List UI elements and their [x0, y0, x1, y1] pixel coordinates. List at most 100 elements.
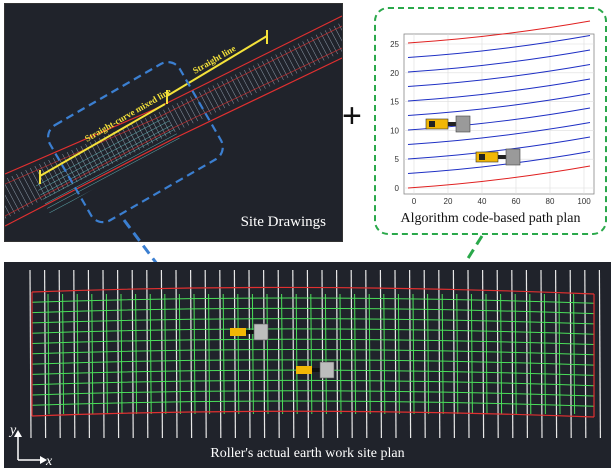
green-grid-line [76, 293, 79, 415]
white-guide-line [29, 269, 32, 439]
white-guide-line [306, 269, 309, 439]
plus-sign: + [342, 97, 362, 135]
green-grid-line [164, 293, 167, 415]
white-guide-line [496, 269, 499, 439]
green-grid-line [31, 318, 595, 325]
plot-frame [403, 33, 595, 195]
x-tick-label: 100 [577, 197, 591, 206]
green-grid-line [500, 293, 503, 415]
roller-icon [475, 148, 521, 166]
white-guide-line [263, 269, 266, 439]
white-guide-line [146, 269, 149, 439]
green-grid-line [441, 293, 444, 415]
green-grid-line [368, 293, 371, 415]
green-grid-line [31, 400, 595, 407]
y-tick-label: 15 [390, 98, 399, 107]
white-guide-line [467, 269, 470, 439]
green-grid-line [383, 293, 386, 415]
x-tick-label: 20 [444, 197, 453, 206]
white-guide-line [219, 269, 222, 439]
white-guide-line [525, 269, 529, 439]
roller-icon [296, 361, 335, 379]
site-plan-panel: y x Roller's actual earth work site plan [4, 262, 611, 468]
green-grid-line [135, 293, 138, 415]
green-grid-line [295, 293, 298, 415]
white-guide-line [321, 269, 324, 439]
green-grid-line [573, 293, 576, 415]
mixed-line-region [35, 114, 180, 214]
roller-path [407, 78, 591, 102]
green-grid-line [91, 293, 94, 415]
y-tick-label: 25 [390, 40, 399, 49]
green-grid-line [543, 293, 546, 415]
road-edge-top [5, 15, 342, 175]
green-grid-line [281, 293, 284, 415]
green-grid-line [529, 293, 532, 415]
green-grid-line [514, 293, 517, 415]
green-grid-line [31, 349, 595, 356]
green-grid-line [397, 293, 400, 415]
roller-path [407, 64, 591, 87]
white-guide-line [365, 269, 368, 439]
y-tick-label: 10 [390, 126, 399, 135]
white-guide-line [423, 269, 426, 439]
green-grid-line [62, 293, 65, 415]
white-guide-line [73, 269, 76, 439]
white-guide-line [409, 269, 412, 439]
white-guide-line [277, 269, 280, 439]
green-grid-line [31, 328, 595, 335]
white-guide-line [117, 269, 120, 439]
path-plan-panel: 0 5 10 15 20 25 0 20 40 60 80 100 Algorithm code-b… [374, 7, 607, 235]
green-grid-line [47, 293, 50, 415]
site-drawing-graphic: Straight-curve mixed line Straight line [5, 15, 342, 227]
green-grid-line [251, 293, 254, 415]
green-grid-line [31, 379, 595, 387]
white-guide-line [379, 269, 382, 439]
white-guide-line [336, 269, 339, 439]
green-grid-line [222, 293, 225, 415]
site-plan-graphic: y x [8, 269, 602, 468]
white-guide-line [511, 269, 514, 439]
x-tick-label: 80 [546, 197, 555, 206]
green-grid-line [31, 297, 595, 304]
green-grid-line [193, 293, 196, 415]
y-tick-label: 20 [390, 69, 399, 78]
mixed-line-dimension [39, 103, 166, 177]
roller-path [407, 151, 591, 174]
green-grid-line [31, 359, 595, 366]
green-grid-line [149, 293, 152, 415]
green-grid-line [339, 293, 342, 415]
white-guide-line [584, 269, 587, 439]
roller-path [407, 136, 591, 160]
white-guide-line [233, 269, 236, 439]
green-grid-line [310, 293, 313, 415]
roller-icon [425, 115, 471, 133]
path-plan-caption: Algorithm code-based path plan [400, 211, 581, 226]
green-grid-line [470, 293, 473, 415]
path-plan-plot: 0 5 10 15 20 25 0 20 40 60 80 100 [390, 20, 595, 206]
roller-path [407, 122, 591, 145]
green-grid-line [31, 338, 595, 345]
site-boundary-top [31, 286, 595, 295]
green-grid-line [354, 293, 357, 415]
white-guide-line [540, 269, 543, 439]
green-grid-line [485, 293, 488, 415]
white-guide-line [350, 269, 353, 439]
white-guide-line [160, 269, 163, 439]
white-guide-line [87, 269, 90, 439]
green-grid-line [105, 293, 108, 415]
green-grid-line [31, 307, 595, 315]
green-grid-line [427, 293, 430, 415]
axis-x-label: x [45, 454, 53, 468]
roller-path [407, 49, 591, 73]
white-guide-line [204, 269, 207, 439]
green-grid-line [178, 293, 181, 415]
green-grid-line [31, 390, 595, 397]
straight-line-dimension [166, 35, 268, 97]
green-grid-line [266, 293, 269, 415]
white-guide-line [598, 269, 602, 439]
white-guide-line [292, 269, 295, 439]
roller-icon [230, 323, 269, 341]
white-guide-line [452, 269, 455, 439]
green-grid-line [237, 293, 240, 415]
